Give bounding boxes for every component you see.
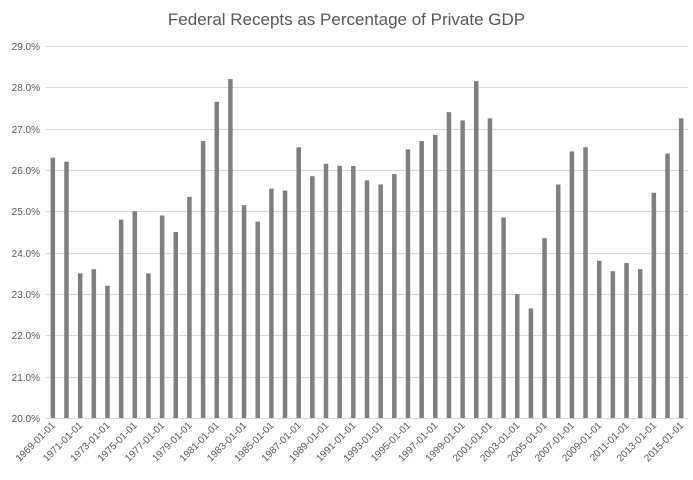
bar-1999-01-01: [460, 120, 465, 419]
y-tick-label: 27.0%: [12, 125, 40, 136]
bar-1994-01-01: [392, 174, 397, 418]
y-tick-label: 22.0%: [12, 331, 40, 342]
bar-1989-01-01: [323, 163, 329, 418]
chart-title: Federal Recepts as Percentage of Private…: [167, 10, 526, 29]
bar-1984-01-01: [255, 221, 260, 418]
bar-2002-01-01: [501, 217, 506, 418]
y-tick-label: 20.0%: [12, 414, 40, 425]
bar-2004-01-01: [528, 308, 534, 418]
bar-1986-01-01: [282, 190, 288, 418]
bar-1987-01-01: [296, 147, 301, 418]
bar-2000-01-01: [474, 81, 479, 418]
bar-1977-01-01: [159, 215, 165, 418]
y-tick-label: 26.0%: [12, 166, 40, 177]
bar-1973-01-01: [105, 285, 110, 418]
bar-2001-01-01: [487, 118, 493, 418]
y-axis-ticks: 20.0% 21.0% 22.0% 23.0% 24.0% 25.0% 26.0% 27.0%…: [12, 42, 40, 425]
bar-1971-01-01: [77, 273, 83, 418]
y-tick-label: 23.0%: [12, 290, 40, 301]
bar-1991-01-01: [351, 165, 356, 418]
bar-2013-01-01: [651, 192, 657, 418]
bar-1972-01-01: [91, 269, 97, 418]
y-tick-label: 21.0%: [12, 373, 40, 384]
bar-1979-01-01: [187, 196, 192, 418]
bar-1974-01-01: [118, 219, 124, 418]
y-tick-label: 28.0%: [12, 83, 40, 94]
bar-2010-01-01: [610, 271, 616, 418]
y-tick-label: 25.0%: [12, 207, 40, 218]
bar-1988-01-01: [310, 176, 315, 418]
bar-2003-01-01: [515, 294, 520, 418]
bar-1978-01-01: [173, 232, 179, 418]
y-tick-label: 24.0%: [12, 249, 40, 260]
bar-1981-01-01: [214, 101, 219, 419]
bar-1970-01-01: [64, 161, 69, 419]
bar-2009-01-01: [596, 260, 602, 418]
bar-2007-01-01: [569, 151, 575, 418]
bar-1985-01-01: [269, 188, 274, 418]
y-tick-label: 29.0%: [12, 42, 40, 53]
x-axis-ticks: 1969-01-011971-01-011973-01-011975-01-01…: [14, 420, 687, 464]
bar-1997-01-01: [433, 134, 438, 418]
bar-1980-01-01: [200, 141, 206, 418]
bar-2014-01-01: [665, 153, 670, 418]
bar-1993-01-01: [378, 184, 383, 418]
bar-1995-01-01: [405, 149, 411, 418]
bar-1976-01-01: [146, 273, 151, 418]
bar-1992-01-01: [364, 180, 370, 418]
bar-1990-01-01: [337, 165, 342, 418]
bars: [50, 79, 684, 419]
bar-1996-01-01: [419, 141, 424, 418]
bar-1969-01-01: [50, 157, 56, 418]
bar-1982-01-01: [228, 79, 233, 418]
bar-2012-01-01: [637, 269, 643, 418]
bar-1983-01-01: [241, 205, 247, 418]
bar-2006-01-01: [555, 184, 561, 418]
bar-2011-01-01: [624, 263, 629, 418]
bar-2008-01-01: [583, 147, 588, 418]
bar-1998-01-01: [446, 112, 452, 418]
bar-1975-01-01: [132, 211, 138, 418]
bar-2005-01-01: [542, 238, 547, 418]
bar-2015-01-01: [678, 118, 684, 418]
